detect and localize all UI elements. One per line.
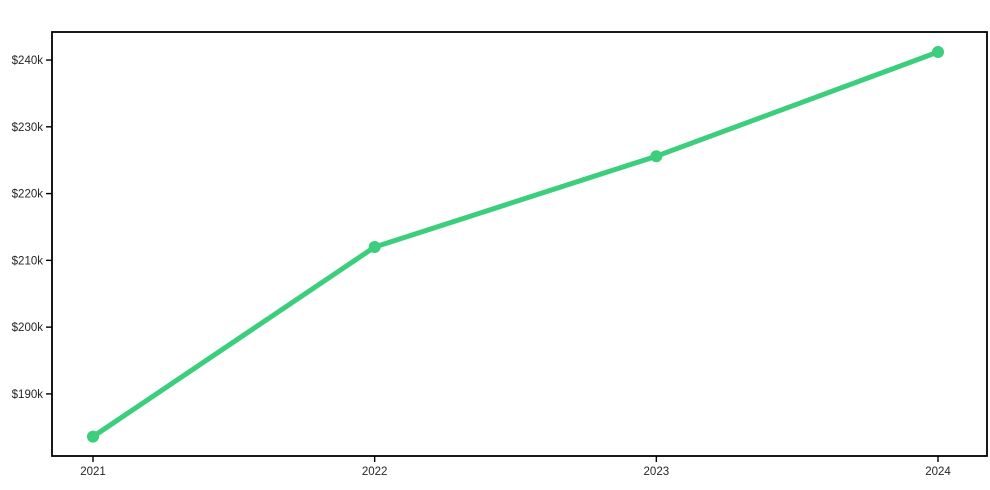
y-tick-label: $230k bbox=[12, 122, 44, 134]
y-tick-label: $220k bbox=[12, 189, 44, 201]
data-point-marker bbox=[368, 241, 381, 254]
plot-frame bbox=[51, 31, 988, 457]
x-tick-label: 2023 bbox=[644, 466, 670, 478]
x-tick-label: 2022 bbox=[362, 466, 388, 478]
data-point-marker bbox=[932, 46, 944, 59]
trend-line bbox=[90, 49, 941, 440]
x-tick-label: 2021 bbox=[80, 466, 106, 478]
y-tick-label: $200k bbox=[12, 322, 44, 334]
data-point-marker bbox=[650, 150, 663, 163]
data-point-marker bbox=[87, 430, 99, 443]
y-tick-label: $210k bbox=[12, 255, 44, 267]
x-tick-label: 2024 bbox=[925, 466, 951, 478]
y-tick-label: $240k bbox=[12, 55, 44, 67]
y-tick-label: $190k bbox=[12, 389, 44, 401]
